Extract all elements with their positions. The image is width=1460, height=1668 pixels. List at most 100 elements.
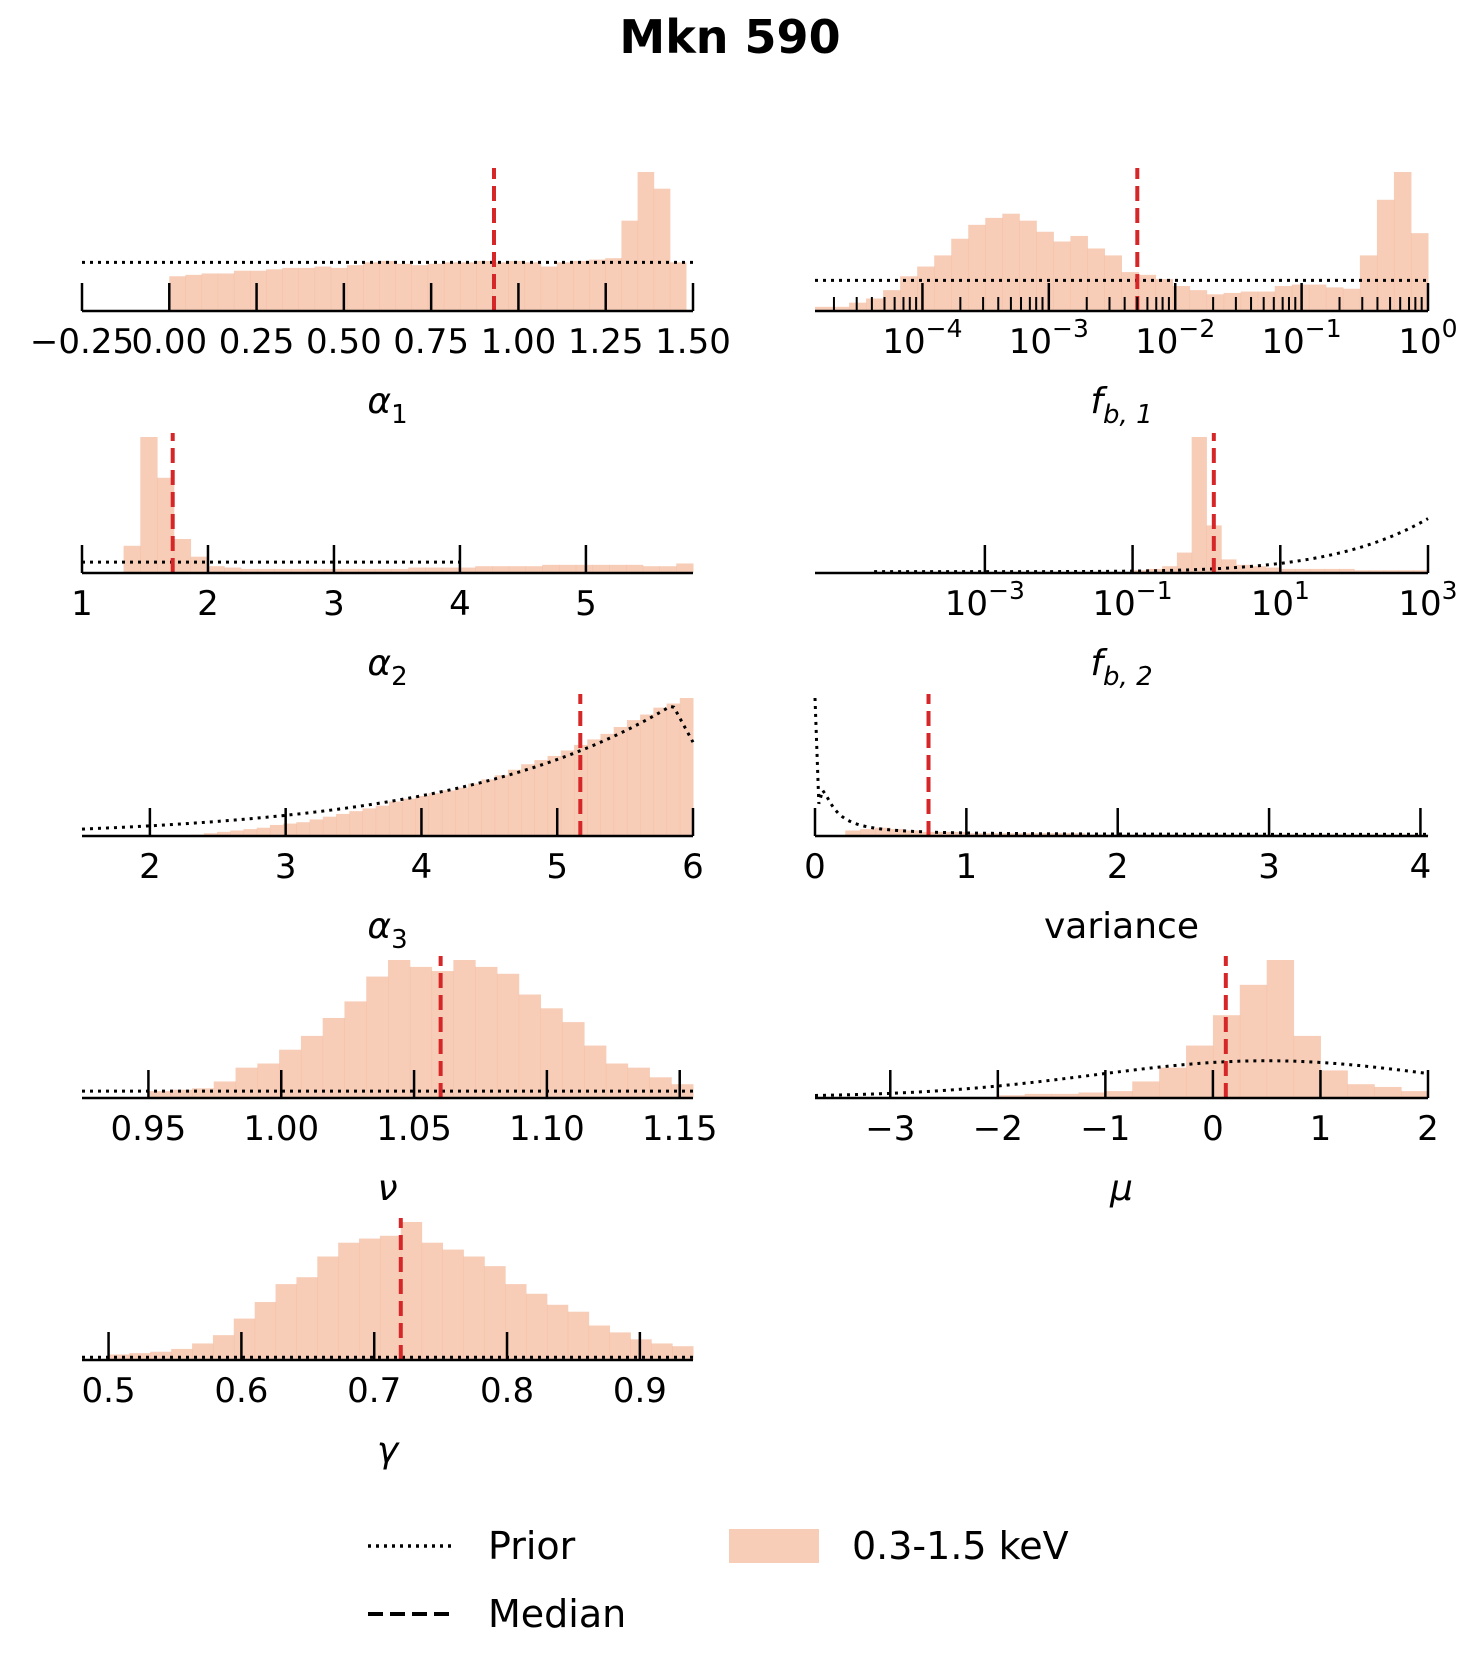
tick-label: 0.5 [82,1371,136,1411]
figure-title: Mkn 590 [619,10,841,64]
prior-curve [814,1059,1429,1097]
hist-bar [572,260,590,311]
hist-bar [346,265,364,311]
tick-label: 100 [1398,314,1457,362]
hist-bar [374,568,393,573]
hist-bar [1339,568,1355,573]
tick-label-base: 10 [1135,322,1178,362]
hist-bar [1383,570,1399,573]
hist-bar [363,262,380,311]
hist-bar [217,831,231,836]
tick-label-base: 1.00 [243,1109,319,1149]
hist-bar [559,564,577,573]
hist-bar [421,1242,444,1360]
hist-bar [442,1249,464,1360]
hist-bar [1342,288,1361,311]
hist-bar [496,973,520,1098]
hist-bar [1051,1093,1079,1098]
hist-bar [1325,287,1344,311]
hist-bar [1320,1070,1348,1098]
tick-label: 2 [197,584,219,624]
hist-bar [458,567,476,573]
hist-bar [666,703,681,836]
hist-bar [609,564,627,573]
hist-bar [322,816,337,836]
hist-bar [609,1332,631,1360]
hist-bar [1186,1045,1214,1098]
tick-label-base: −0.25 [30,322,134,362]
hist-bar [1347,1084,1375,1098]
hist-bar [123,545,141,573]
tick-label: 0 [1202,1109,1224,1149]
tick-label: 6 [682,847,704,887]
tick-label-base: −1 [1080,1109,1130,1149]
tick-label: 1.05 [376,1109,452,1149]
hist-bar [651,1343,673,1360]
tick-label: −2 [973,1109,1023,1149]
tick-label: 1.50 [655,322,731,362]
hist-bar [860,829,876,836]
hist-bar [679,698,694,836]
tick-label: 1.00 [481,322,557,362]
hist-bar [1359,255,1378,311]
hist-bar [1266,960,1295,1098]
hist-bar [997,1095,1026,1098]
hist-bar [1309,568,1326,573]
hist-bar [1257,291,1276,311]
hist-bar [282,267,299,311]
hist-bar [307,568,326,573]
hist-bar [934,831,951,836]
hist-bar [150,1351,172,1360]
hist-bar [388,801,403,836]
hist-bar [1172,285,1191,311]
hist-bar [233,1318,256,1360]
tick-label: −3 [865,1109,915,1149]
tick-label: 10−1 [1262,314,1342,362]
axis-label-base: α [367,381,391,422]
tick-label-base: 1.10 [509,1109,585,1149]
hist-bar [507,769,522,836]
hist-bar [968,224,986,311]
hist-bar [492,262,509,311]
hist-bar [366,976,389,1098]
hist-bar [1280,568,1296,573]
hist-bar [1354,570,1370,573]
hist-bar [402,798,416,836]
tick-label: 1.25 [568,322,644,362]
hist-bar [1053,241,1071,311]
hist-bar [1401,1091,1429,1098]
tick-label: −1 [1080,1109,1130,1149]
panel-nu: 0.95 1.00 1.05 1.10 1.15 ν [82,956,718,1209]
hist-bar [1121,272,1140,311]
hist-bar [455,787,469,836]
hist-bar [359,1238,381,1360]
tick-label: 10−3 [945,576,1025,624]
legend-prior-label: Prior [488,1524,576,1568]
hist-bar [653,188,671,311]
tick-label: 1.10 [509,1109,585,1149]
tick-label: 101 [1251,576,1310,624]
tick-label-base: 3 [323,584,345,624]
hist-bar [314,266,332,311]
hist-bar [409,966,433,1098]
prior-curve [874,517,1429,574]
tick-label-base: 1.15 [642,1109,718,1149]
tick-label-base: 5 [575,584,597,624]
hist-bar [1105,1091,1133,1098]
hist-bar [521,764,535,836]
hist-bar [441,567,460,573]
tick-label-base: 0.7 [347,1371,401,1411]
hist-bar [949,831,966,836]
tick-label-base: −2 [973,1109,1023,1149]
hist-bar [1024,1093,1053,1098]
axis-label-subscript: 3 [391,925,408,955]
hist-bar [588,1325,611,1360]
hist-bar [362,808,377,836]
hist-bar [240,568,259,573]
legend-median-label: Median [488,1592,626,1636]
hist-bar [243,829,258,836]
tick-label-base: 10 [1009,322,1052,362]
hist-bar [815,306,833,311]
